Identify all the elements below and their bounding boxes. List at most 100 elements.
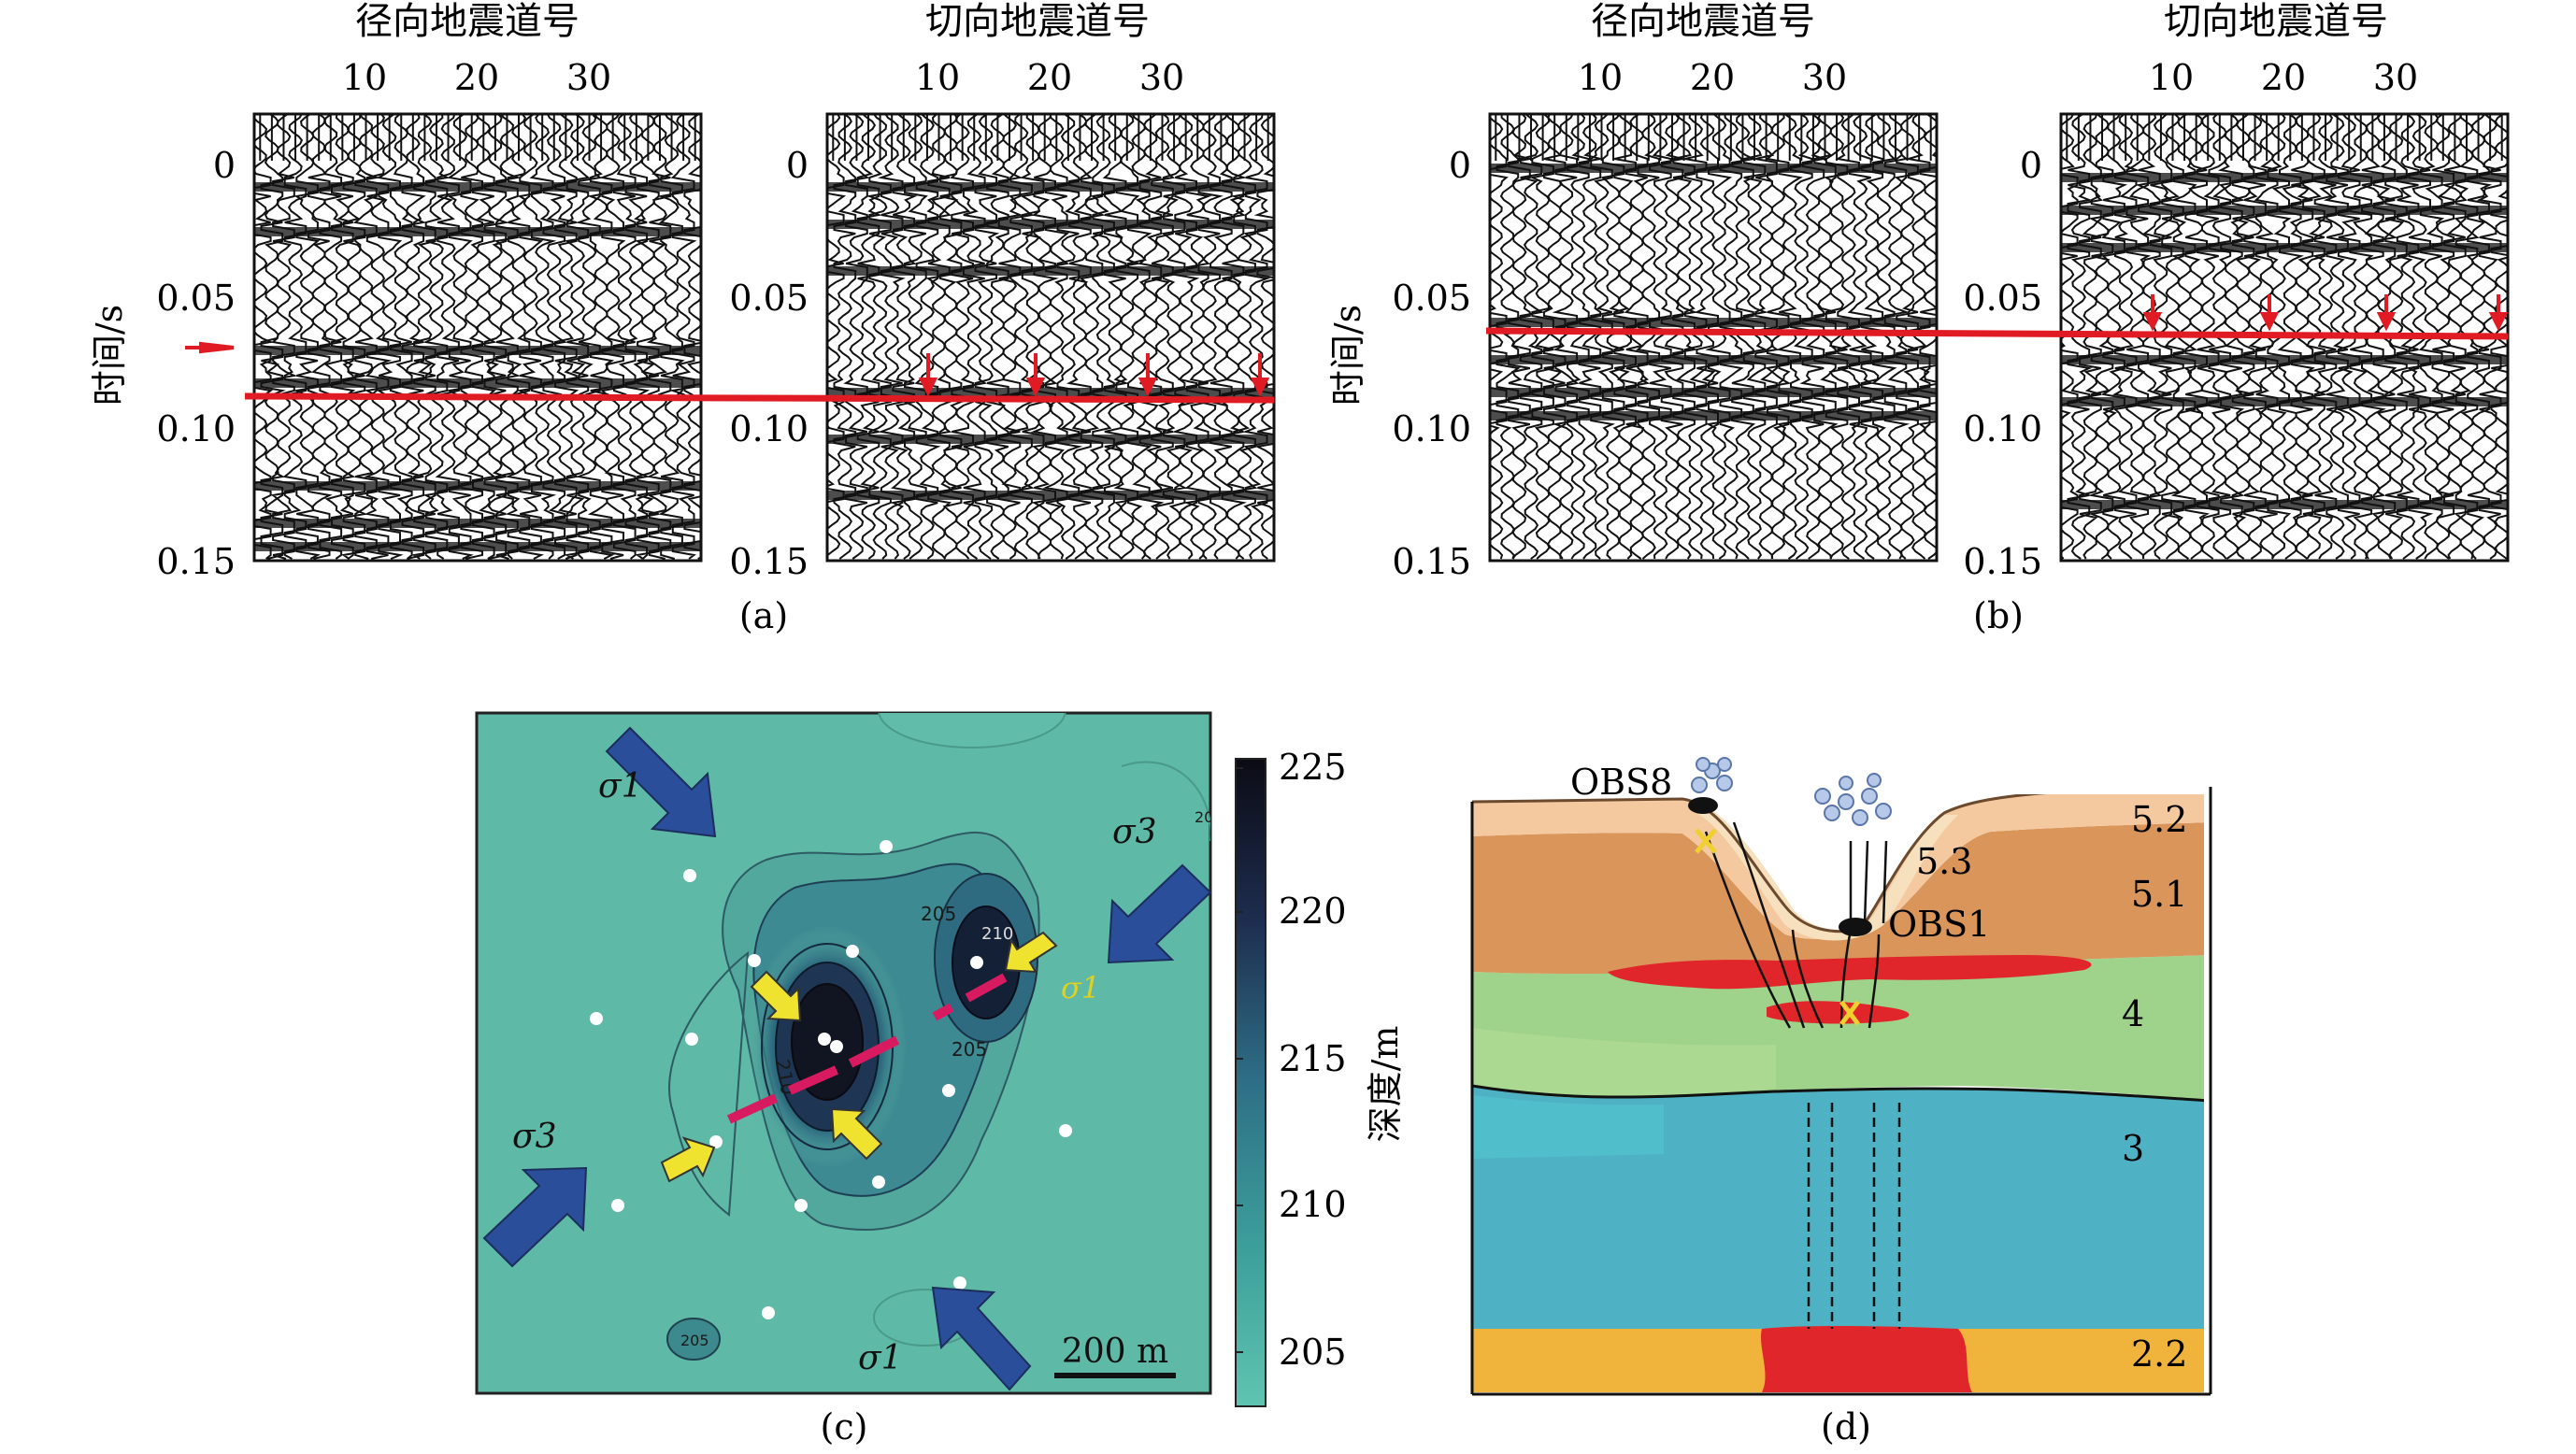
panel-b-tangential-title: 切向地震道号: [2164, 0, 2388, 43]
obs8-station: [1688, 797, 1718, 814]
panel-a-tangential-xtick-30: 30: [1139, 57, 1184, 98]
reflection-band: [2061, 243, 2508, 252]
panel-a-radial-xtick-20: 20: [454, 57, 499, 98]
reflection-band: [1490, 164, 1937, 173]
panel-b: 径向地震道号 10 20 30 0 0.05 0.10 0.15 时间/s 切向…: [1327, 0, 2510, 636]
panel-c-contour-label-1: 205: [921, 903, 956, 925]
panel-c-colorbar-tick-220: 220: [1279, 891, 1347, 932]
panel-a-tangential-xtick-10: 10: [915, 57, 960, 98]
panel-a-event-line: [244, 392, 1275, 404]
panel-c-sigma1-label-yellow: σ1: [1061, 970, 1100, 1005]
seismic-trace: [1519, 114, 1545, 560]
panel-a-radial-ytick-005: 0.05: [156, 278, 236, 319]
panel-b-radial-ytick-010: 0.10: [1392, 408, 1471, 449]
panel-a-tangential-title: 切向地震道号: [925, 0, 1150, 43]
reflection-band: [254, 227, 701, 236]
x-markers: [1695, 828, 1860, 1026]
reflection-band: [1490, 355, 1937, 364]
panel-b-red-arrows: [2142, 294, 2509, 332]
arrow-blue-sw: [482, 1166, 588, 1268]
panel-a-radial-xtick-10: 10: [342, 57, 387, 98]
panel-a-radial-xtick-30: 30: [566, 57, 611, 98]
panel-a-red-arrow-marker: [185, 341, 235, 354]
reflection-band: [827, 266, 1274, 276]
panel-c-colorbar-tick-210: 210: [1279, 1184, 1347, 1225]
panel-c-contour-label-6: 205: [1195, 808, 1224, 826]
layer-label-5-2: 5.2: [2131, 799, 2187, 840]
panel-a: 径向地震道号 10 20 30 0 0.05 0.10 0.15 时间/s 切向…: [89, 0, 1276, 636]
reflection-band: [254, 519, 701, 528]
reflection-band: [1490, 388, 1937, 397]
panel-b-tangential-xtick-20: 20: [2261, 57, 2306, 98]
panel-a-caption: (a): [739, 595, 788, 636]
panel-c-colorbar-tick-205: 205: [1279, 1332, 1347, 1373]
red-arrow-icon: [1138, 353, 1158, 397]
panel-c-colorbar-tick-215: 215: [1279, 1038, 1347, 1079]
obs1-station: [1839, 918, 1872, 936]
panel-b-radial-xtick-30: 30: [1802, 57, 1847, 98]
red-arrow-icon: [1025, 353, 1046, 397]
panel-a-tangential-ytick-015: 0.15: [729, 541, 809, 582]
panel-c-sigma3-label-ne: σ3: [1112, 813, 1156, 851]
conduits: [1807, 1103, 1901, 1329]
panel-b-radial-ytick-015: 0.15: [1392, 541, 1471, 582]
panel-d: OBS8 OBS1 5.2 5.3 5.1 4 3 2.2 (d): [1470, 757, 2212, 1447]
red-arrow-icon: [1250, 353, 1270, 397]
red-arrow-icon: [918, 353, 938, 397]
red-arrow-icon: [2488, 294, 2509, 332]
reflection-band: [2061, 355, 2508, 364]
layer-label-5-1: 5.1: [2131, 874, 2187, 915]
panel-c-contour-label-2: 210: [981, 924, 1013, 944]
reflection-band: [254, 346, 701, 355]
panel-a-tangential-ytick-0: 0: [786, 145, 809, 186]
panel-b-radial-xtick-10: 10: [1578, 57, 1623, 98]
panel-b-event-line: [1485, 327, 2509, 340]
panel-a-radial-ytick-0: 0: [213, 145, 236, 186]
reflection-band: [1490, 411, 1937, 421]
reflection-band: [827, 435, 1274, 444]
arrow-blue-s: [931, 1286, 1032, 1391]
panel-c-sigma3-label-sw: σ3: [512, 1118, 556, 1156]
panel-c-sigma1-label-s: σ1: [858, 1339, 902, 1377]
panel-b-tangential-ytick-010: 0.10: [1963, 408, 2042, 449]
reflection-band: [254, 542, 701, 551]
panel-a-red-arrows: [918, 353, 1270, 397]
panel-a-radial-ytick-015: 0.15: [156, 541, 236, 582]
obs1-label: OBS1: [1888, 904, 1990, 945]
reflection-band: [827, 388, 1274, 397]
panel-b-tangential-ytick-005: 0.05: [1963, 278, 2042, 319]
reflection-band: [827, 220, 1274, 229]
panel-a-tangential-wiggles: [827, 114, 1274, 560]
red-arrow-icon: [2142, 294, 2163, 332]
panel-c-colorbar-label: 深度/m: [1365, 1026, 1406, 1143]
panel-b-radial-xtick-20: 20: [1690, 57, 1735, 98]
layer-label-2-2: 2.2: [2131, 1333, 2187, 1375]
panel-d-caption: (d): [1821, 1406, 1871, 1447]
panel-c-contour-label-3: 205: [952, 1038, 987, 1061]
arrow-blue-nw: [605, 726, 717, 838]
reflection-band: [2061, 206, 2508, 215]
panel-c-sigma1-arrows: [482, 726, 1212, 1391]
panel-b-tangential-ytick-0: 0: [2020, 145, 2042, 186]
reflection-band: [827, 491, 1274, 500]
red-arrow-icon: [2376, 294, 2397, 332]
gas-bubbles: [1691, 757, 1892, 826]
panel-c-fault-line: [726, 973, 1008, 1124]
layer-5-3: [1696, 802, 1958, 941]
panel-c-sigma1-label-nw: σ1: [598, 767, 642, 805]
fluid-paths: [1704, 821, 1888, 1029]
panel-b-radial-ytick-0: 0: [1449, 145, 1471, 186]
magma-chamber: [1760, 1326, 1972, 1392]
panel-c-contour-label-5: 205: [680, 1332, 709, 1349]
panel-b-tangential-xtick-10: 10: [2149, 57, 2194, 98]
magma-sill-upper: [1608, 955, 2092, 990]
panel-c-colorbar-ticks: [1236, 767, 1243, 1353]
layer-label-4: 4: [2122, 993, 2144, 1034]
reflection-band: [2061, 397, 2508, 406]
obs8-label: OBS8: [1570, 762, 1672, 803]
panel-c-caption: (c): [821, 1406, 868, 1447]
panel-c: 205 210 205 210 205 205: [475, 711, 1406, 1447]
panel-c-scalebar-label: 200 m: [1062, 1333, 1168, 1371]
panel-b-tangential-ytick-015: 0.15: [1963, 541, 2042, 582]
